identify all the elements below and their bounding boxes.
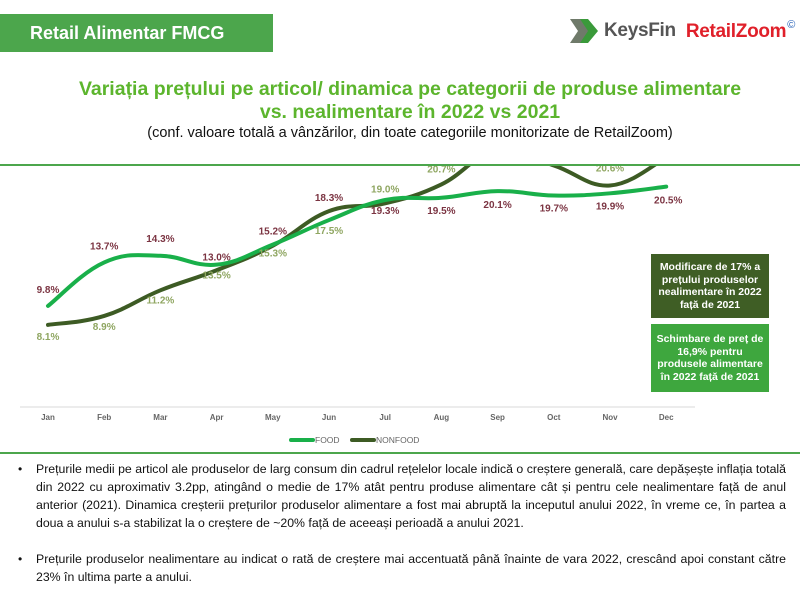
x-tick-label: May <box>265 413 281 422</box>
food-summary-note: Schimbare de preț de 16,9% pentru produs… <box>651 324 769 392</box>
food-data-label: 19.7% <box>540 204 568 215</box>
nonfood-data-label: 11.2% <box>146 295 174 306</box>
x-tick-label: Aug <box>434 413 450 422</box>
nonfood-data-label: 18.3% <box>315 193 343 204</box>
retailzoom-logo: RetailZoom© <box>685 19 796 43</box>
nonfood-data-label: 20.7% <box>427 166 455 175</box>
x-tick-label: Mar <box>153 413 167 422</box>
food-series-line <box>46 184 669 308</box>
copyright-mark: © <box>787 19 796 31</box>
nonfood-summary-note: Modificare de 17% a prețului produselor … <box>651 254 769 318</box>
food-data-label: 20.1% <box>483 200 511 211</box>
page-subtitle: (conf. valoare totală a vânzărilor, din … <box>147 125 673 141</box>
nonfood-data-label: 13.0% <box>202 252 230 263</box>
food-data-label: 19.5% <box>427 206 455 217</box>
food-data-label: 13.5% <box>202 271 230 282</box>
legend-nonfood-label: NONFOOD <box>376 435 419 445</box>
nonfood-series-line <box>46 166 657 327</box>
divider-top <box>0 164 800 166</box>
commentary-item: Prețurile medii pe articol ale produselo… <box>18 460 786 532</box>
x-tick-label: Feb <box>97 413 111 422</box>
commentary-list: Prețurile medii pe articol ale produselo… <box>18 460 786 604</box>
food-data-label: 17.5% <box>315 226 343 237</box>
food-data-label: 19.9% <box>596 201 624 212</box>
food-data-label: 13.7% <box>90 241 118 252</box>
section-badge: Retail Alimentar FMCG <box>0 14 273 52</box>
title-line-1: Variația prețului pe articol/ dinamica p… <box>78 78 742 100</box>
nonfood-data-label: 20.6% <box>596 166 624 175</box>
x-tick-label: Jan <box>41 413 55 422</box>
divider-bottom <box>0 452 800 454</box>
x-tick-label: Sep <box>490 413 505 422</box>
keysfin-logo-icon <box>570 19 598 43</box>
food-data-label: 20.5% <box>654 196 682 207</box>
nonfood-data-label: 8.9% <box>93 322 116 333</box>
price-variation-line-chart: Jan Feb Mar Apr May Jun Jul Aug Sep Oct Nov Dec 9.8… <box>20 166 695 445</box>
food-data-label: 15.3% <box>259 249 287 260</box>
title-line-2: vs. nealimentare în 2022 vs 2021 <box>259 101 561 123</box>
commentary-item: Prețurile produselor nealimentare au ind… <box>18 550 786 586</box>
nonfood-data-label: 19.0% <box>371 184 399 195</box>
x-tick-label: Apr <box>210 413 224 422</box>
x-tick-label: Jun <box>322 413 336 422</box>
keysfin-logo-text: KeysFin <box>604 20 676 41</box>
nonfood-data-label: 15.2% <box>259 227 287 238</box>
food-data-label: 14.3% <box>146 234 174 245</box>
nonfood-data-label: 8.1% <box>37 332 60 343</box>
x-tick-label: Dec <box>659 413 674 422</box>
retailzoom-logo-text: RetailZoom <box>685 21 787 42</box>
brand-logos: KeysFin RetailZoom© <box>568 14 795 48</box>
food-data-label: 9.8% <box>37 285 60 296</box>
x-tick-label: Nov <box>602 413 618 422</box>
legend-food-label: FOOD <box>315 435 340 445</box>
x-tick-label: Jul <box>379 413 391 422</box>
x-tick-label: Oct <box>547 413 561 422</box>
food-data-label: 19.3% <box>371 206 399 217</box>
page-title: Variația prețului pe articol/ dinamica p… <box>30 78 790 124</box>
